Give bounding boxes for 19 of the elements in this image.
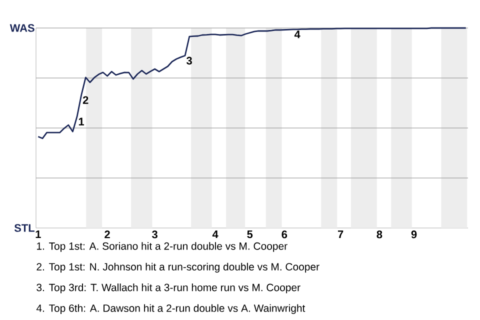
text: 3. Top 3rd: T. Wallach hit a 3-run home run vs M. Cooper [36, 284, 300, 294]
x-tick-label: 1 [36, 230, 41, 238]
x-tick-label: 5 [247, 230, 253, 238]
x-tick-label: 4 [212, 230, 218, 238]
text: STL [14, 224, 34, 232]
x-tick-label: 8 [376, 230, 382, 238]
text: 1. Top 1st: A. Soriano hit a 2-run double vs M. Cooper [37, 242, 288, 252]
annotation: 1 [78, 118, 84, 126]
x-tick-label: 9 [411, 230, 417, 238]
x-tick-label: 3 [152, 230, 158, 238]
x-tick-label: 2 [104, 230, 110, 238]
annotation: 4 [294, 30, 300, 38]
text: 4. Top 6th: A. Dawson hit a 2-run double vs A. Wainwright [36, 304, 306, 314]
text: 2. Top 1st: N. Johnson hit a run-scoring double vs M. Cooper [36, 262, 320, 273]
annotation: 3 [186, 56, 192, 65]
text: WAS [10, 24, 34, 32]
x-tick-label: 6 [282, 230, 288, 238]
annotation: 2 [82, 96, 88, 104]
x-tick-label: 7 [338, 230, 344, 238]
